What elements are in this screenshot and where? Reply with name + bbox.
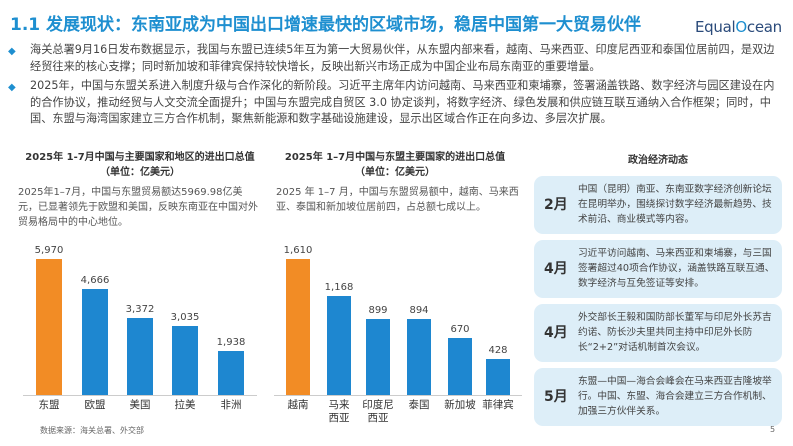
equalocean-logo: EqualOcean <box>695 18 782 36</box>
bar-0 <box>36 259 62 395</box>
events-title: 政治经济动态 <box>628 155 688 166</box>
chart1-description: 2025年1–7月，中国与东盟贸易额达5969.98亿美元，已显著领先于欧盟和美… <box>18 187 258 228</box>
diamond-icon: ◆ <box>8 46 16 57</box>
value-label: 3,035 <box>170 311 200 323</box>
category-label: 东盟 <box>38 399 60 411</box>
event-month: 5月 <box>544 389 568 405</box>
category-label: 新加坡 <box>444 399 476 411</box>
event-text: 中国（昆明）南亚、东南亚数字经济创新论坛在昆明举办，围绕探讨数字经济最新趋势、技… <box>578 184 772 225</box>
value-label: 5,970 <box>34 245 64 256</box>
value-label: 1,610 <box>283 245 313 256</box>
chart1-subtitle: （单位：亿美元） <box>100 167 180 178</box>
source-note: 数据来源：海关总署、外交部 <box>40 426 144 435</box>
event-text: 东盟—中国—海合会峰会在马来西亚吉隆坡举行。中国、东盟、海合会建立三方合作机制、… <box>578 376 772 417</box>
x-axis <box>274 395 522 396</box>
value-label: 899 <box>368 305 388 317</box>
event-card: 4月 外交部长王毅和国防部长董军与印尼外长苏吉约诺、防长沙夫里共同主持中印尼外长防… <box>534 304 782 362</box>
event-card: 5月 东盟—中国—海合会峰会在马来西亚吉隆坡举行。中国、东盟、海合会建立三方合作机… <box>534 368 782 426</box>
category-label: 拉美 <box>174 399 196 411</box>
category-label: 马来 西亚 <box>328 399 350 424</box>
bullet-text: 海关总署9月16日发布数据显示，我国与东盟已连续5年互为第一大贸易伙伴，从东盟内… <box>30 43 775 73</box>
page-title: 1.1 发展现状：东南亚成为中国出口增速最快的区域市场，稳居中国第一大贸易伙伴 <box>10 15 642 35</box>
bar-1 <box>82 288 108 395</box>
event-text: 外交部长王毅和国防部长董军与印尼外长苏吉约诺、防长沙夫里共同主持中印尼外长防长“… <box>578 312 772 353</box>
bar-0 <box>286 259 310 395</box>
category-label: 欧盟 <box>84 399 106 411</box>
event-text: 习近平访问越南、马来西亚和柬埔寨，与三国签署超过40项合作协议，涵盖铁路互联互通… <box>578 248 775 289</box>
event-month: 4月 <box>544 325 568 341</box>
bullet-1: ◆ 海关总署9月16日发布数据显示，我国与东盟已连续5年互为第一大贸易伙伴，从东盟… <box>8 42 783 75</box>
chart1-title: 2025年 1-7月中国与主要国家和地区的进出口总值 <box>25 152 255 163</box>
bar-2 <box>127 318 153 395</box>
value-label: 1,938 <box>216 336 246 348</box>
value-label: 428 <box>488 344 508 356</box>
event-month: 4月 <box>544 261 568 277</box>
category-label: 非洲 <box>220 399 242 411</box>
category-label: 印度尼 西亚 <box>362 399 394 424</box>
value-label: 894 <box>409 305 429 317</box>
chart2-title: 2025年 1–7月中国与东盟主要国家的进出口总值 <box>284 152 506 163</box>
bullet-2: ◆ 2025年，中国与东盟关系进入制度升级与合作深化的新阶段。习近平主席年内访问越… <box>8 78 783 128</box>
bar-1 <box>327 296 351 395</box>
value-label: 3,372 <box>125 304 155 316</box>
bullet-text: 2025年，中国与东盟关系进入制度升级与合作深化的新阶段。习近平主席年内访问越南… <box>30 79 775 125</box>
event-card: 2月 中国（昆明）南亚、东南亚数字经济创新论坛在昆明举办，围绕探讨数字经济最新趋势… <box>534 176 782 234</box>
page-number: 5 <box>770 425 776 434</box>
value-label: 4,666 <box>80 274 110 286</box>
bar-4 <box>448 338 472 395</box>
bar-4 <box>218 350 244 395</box>
bar-2 <box>366 319 390 395</box>
category-label: 泰国 <box>408 399 430 411</box>
chart2-subtitle: （单位：亿美元） <box>355 167 435 178</box>
value-label: 1,168 <box>324 282 354 294</box>
chart2-description: 2025 年 1–7 月，中国与东盟贸易额中，越南、马来西亚、泰国和新加坡位居前… <box>276 187 519 213</box>
chart2-header: 2025年 1–7月中国与东盟主要国家的进出口总值 （单位：亿美元） <box>270 150 520 180</box>
x-axis <box>23 395 257 396</box>
diamond-icon: ◆ <box>8 82 16 93</box>
category-label: 美国 <box>129 399 151 411</box>
event-month: 2月 <box>544 197 568 213</box>
bar-5 <box>486 358 510 395</box>
event-card: 4月 习近平访问越南、马来西亚和柬埔寨，与三国签署超过40项合作协议，涵盖铁路互联… <box>534 240 782 298</box>
category-label: 菲律宾 <box>482 399 514 411</box>
category-label: 越南 <box>287 399 309 411</box>
bar-3 <box>407 319 431 395</box>
chart1-header: 2025年 1-7月中国与主要国家和地区的进出口总值 （单位：亿美元） <box>10 150 270 180</box>
bar-3 <box>172 325 198 395</box>
value-label: 670 <box>450 324 470 336</box>
